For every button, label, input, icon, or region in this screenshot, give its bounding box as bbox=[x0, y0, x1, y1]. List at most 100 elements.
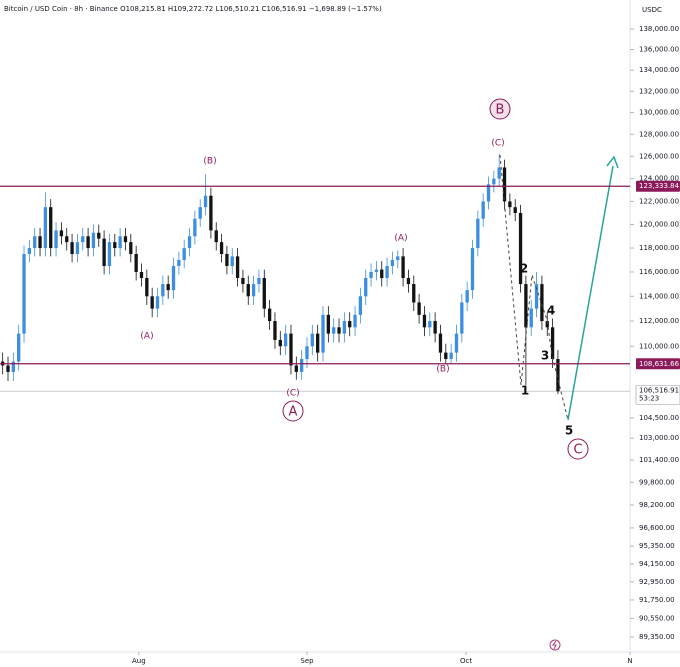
x-tick-label: Aug bbox=[132, 657, 146, 665]
level-label-box bbox=[636, 358, 680, 370]
candle-body bbox=[113, 242, 117, 249]
candle-body bbox=[486, 184, 491, 202]
wave-path bbox=[499, 154, 569, 421]
y-tick-label: 95,350.00 bbox=[639, 542, 675, 550]
candle-body bbox=[310, 333, 314, 347]
candle-body bbox=[342, 321, 347, 334]
candle-body bbox=[171, 265, 176, 291]
y-tick-label: 124,000.00 bbox=[639, 175, 679, 183]
candle-body bbox=[305, 346, 309, 360]
candle-body bbox=[299, 359, 304, 372]
wave-label: (B) bbox=[436, 365, 449, 375]
wave-label: (B) bbox=[203, 157, 216, 167]
candle-body bbox=[65, 236, 69, 243]
candle-body bbox=[321, 314, 325, 353]
candle-body bbox=[278, 339, 282, 347]
candle-body bbox=[38, 236, 42, 249]
candle-body bbox=[460, 302, 464, 334]
candle-body bbox=[540, 284, 544, 322]
candle-body bbox=[70, 242, 74, 255]
y-tick-label: 114,000.00 bbox=[639, 292, 679, 300]
y-tick-label: 94,150.00 bbox=[639, 560, 675, 568]
candle-body bbox=[438, 333, 443, 353]
candle-body bbox=[182, 248, 186, 260]
wave-label: 4 bbox=[547, 304, 555, 318]
y-tick-label: 91,750.00 bbox=[639, 596, 675, 604]
y-tick-label: 103,000.00 bbox=[639, 434, 679, 442]
candle-body bbox=[369, 271, 373, 279]
level-label: 123,333.84 bbox=[639, 182, 680, 190]
icon bbox=[549, 639, 561, 651]
candle-body bbox=[502, 167, 507, 202]
wave-label: A bbox=[289, 405, 298, 420]
y-tick-label: 98,200.00 bbox=[639, 501, 675, 509]
candle-body bbox=[262, 278, 266, 309]
y-tick-label: 132,000.00 bbox=[639, 87, 679, 95]
y-tick-label: 112,000.00 bbox=[639, 317, 679, 325]
icon bbox=[552, 640, 557, 650]
candle-body bbox=[145, 278, 149, 297]
candle-body bbox=[49, 207, 53, 249]
candle-body bbox=[235, 256, 240, 279]
candle-body bbox=[251, 284, 256, 297]
y-tick-label: 110,000.00 bbox=[639, 342, 679, 350]
candle-body bbox=[214, 230, 218, 243]
candle-body bbox=[294, 365, 298, 372]
candle-body bbox=[27, 248, 32, 255]
candle-body bbox=[107, 242, 112, 266]
candle-body bbox=[497, 167, 501, 179]
x-tick-label: Oct bbox=[460, 657, 472, 665]
y-tick-label: 116,000.00 bbox=[639, 268, 679, 276]
candle-body bbox=[556, 359, 560, 392]
candle-body bbox=[337, 327, 341, 334]
candle-body bbox=[316, 333, 320, 353]
wave-label: (A) bbox=[394, 234, 407, 244]
x-tick-label: Sep bbox=[300, 657, 314, 665]
candle-body bbox=[508, 201, 512, 208]
candle-body bbox=[524, 284, 528, 328]
candle-body bbox=[289, 333, 293, 366]
y-tick-label: 134,000.00 bbox=[639, 66, 679, 74]
wave-label: (C) bbox=[286, 389, 299, 399]
y-tick-label: 128,000.00 bbox=[639, 130, 679, 138]
chart-title: Bitcoin / USD Coin · 8h · Binance O108,2… bbox=[4, 5, 382, 13]
candle-body bbox=[257, 278, 261, 285]
candle-body bbox=[358, 296, 363, 315]
y-tick-label: 120,000.00 bbox=[639, 221, 679, 229]
candle-body bbox=[230, 256, 234, 266]
wave-label: 1 bbox=[521, 384, 529, 398]
candle-body bbox=[219, 242, 224, 255]
candle-body bbox=[209, 195, 213, 231]
candle-body bbox=[406, 278, 411, 285]
candle-body bbox=[129, 242, 133, 255]
candle-body bbox=[59, 230, 64, 237]
candle-body bbox=[22, 254, 26, 334]
candle-body bbox=[518, 212, 523, 285]
candle-body bbox=[545, 321, 549, 328]
candle-body bbox=[529, 308, 533, 328]
y-tick-label: 90,550.00 bbox=[639, 614, 675, 622]
wave-label: (A) bbox=[140, 332, 153, 342]
y-tick-label: 126,000.00 bbox=[639, 152, 679, 160]
candle-body bbox=[444, 352, 448, 360]
candle-body bbox=[433, 321, 437, 334]
candle-body bbox=[534, 284, 539, 309]
candle-body bbox=[364, 278, 368, 297]
x-tick-label: N bbox=[627, 657, 632, 665]
candle-body bbox=[283, 333, 288, 347]
candle-body bbox=[43, 207, 48, 249]
y-tick-label: 96,600.00 bbox=[639, 524, 675, 532]
candle-body bbox=[353, 314, 357, 328]
candle-body bbox=[380, 269, 384, 279]
candle-body bbox=[102, 238, 106, 266]
candle-body bbox=[225, 254, 229, 266]
candle-body bbox=[11, 361, 16, 372]
candle-body bbox=[91, 232, 96, 249]
wave-circle bbox=[282, 400, 304, 422]
last-price-box bbox=[635, 384, 680, 405]
candle-body bbox=[193, 218, 197, 237]
wave-circle bbox=[567, 438, 589, 460]
candle-body bbox=[177, 259, 181, 266]
candle-body bbox=[123, 236, 128, 243]
